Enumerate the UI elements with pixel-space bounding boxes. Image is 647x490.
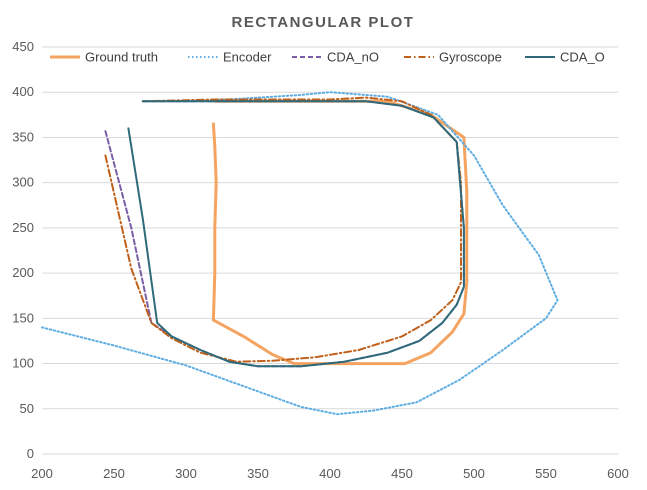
series-line-ground-truth xyxy=(211,99,469,366)
gridlines xyxy=(42,46,618,455)
y-tick-label: 300 xyxy=(12,175,34,190)
x-tick-label: 200 xyxy=(31,466,53,481)
x-tick-label: 250 xyxy=(103,466,125,481)
y-tick-label: 150 xyxy=(12,310,34,325)
y-tick-label: 50 xyxy=(20,401,34,416)
x-tick-label: 600 xyxy=(607,466,629,481)
y-axis-ticks: 0 50 100 150 200 250 300 350 400 450 xyxy=(12,39,34,461)
x-tick-label: 300 xyxy=(175,466,197,481)
y-tick-label: 100 xyxy=(12,356,34,371)
legend-label-cda-o: CDA_O xyxy=(560,50,605,65)
y-tick-label: 250 xyxy=(12,220,34,235)
y-tick-label: 200 xyxy=(12,265,34,280)
y-tick-label: 0 xyxy=(27,446,34,461)
y-tick-label: 400 xyxy=(12,84,34,99)
x-tick-label: 500 xyxy=(463,466,485,481)
legend-label-gyroscope: Gyroscope xyxy=(439,50,502,65)
series-line-cda-no xyxy=(104,100,465,368)
x-axis-ticks: 200 250 300 350 400 450 500 550 600 xyxy=(31,466,629,481)
legend-label-cda-no: CDA_nO xyxy=(327,50,379,65)
series-lines xyxy=(41,91,559,416)
x-tick-label: 550 xyxy=(535,466,557,481)
series-line-gyroscope xyxy=(104,96,462,363)
x-tick-label: 350 xyxy=(247,466,269,481)
x-tick-label: 450 xyxy=(391,466,413,481)
legend-label-ground-truth: Ground truth xyxy=(85,50,158,65)
series-line-cda-o xyxy=(127,100,465,368)
x-tick-label: 400 xyxy=(319,466,341,481)
y-tick-label: 350 xyxy=(12,129,34,144)
chart-title: RECTANGULAR PLOT xyxy=(232,14,415,31)
y-tick-label: 450 xyxy=(12,39,34,54)
legend-label-encoder: Encoder xyxy=(223,50,272,65)
series-line-encoder xyxy=(41,91,559,416)
legend: Ground truth Encoder CDA_nO Gyroscope CDA_O xyxy=(50,50,605,65)
